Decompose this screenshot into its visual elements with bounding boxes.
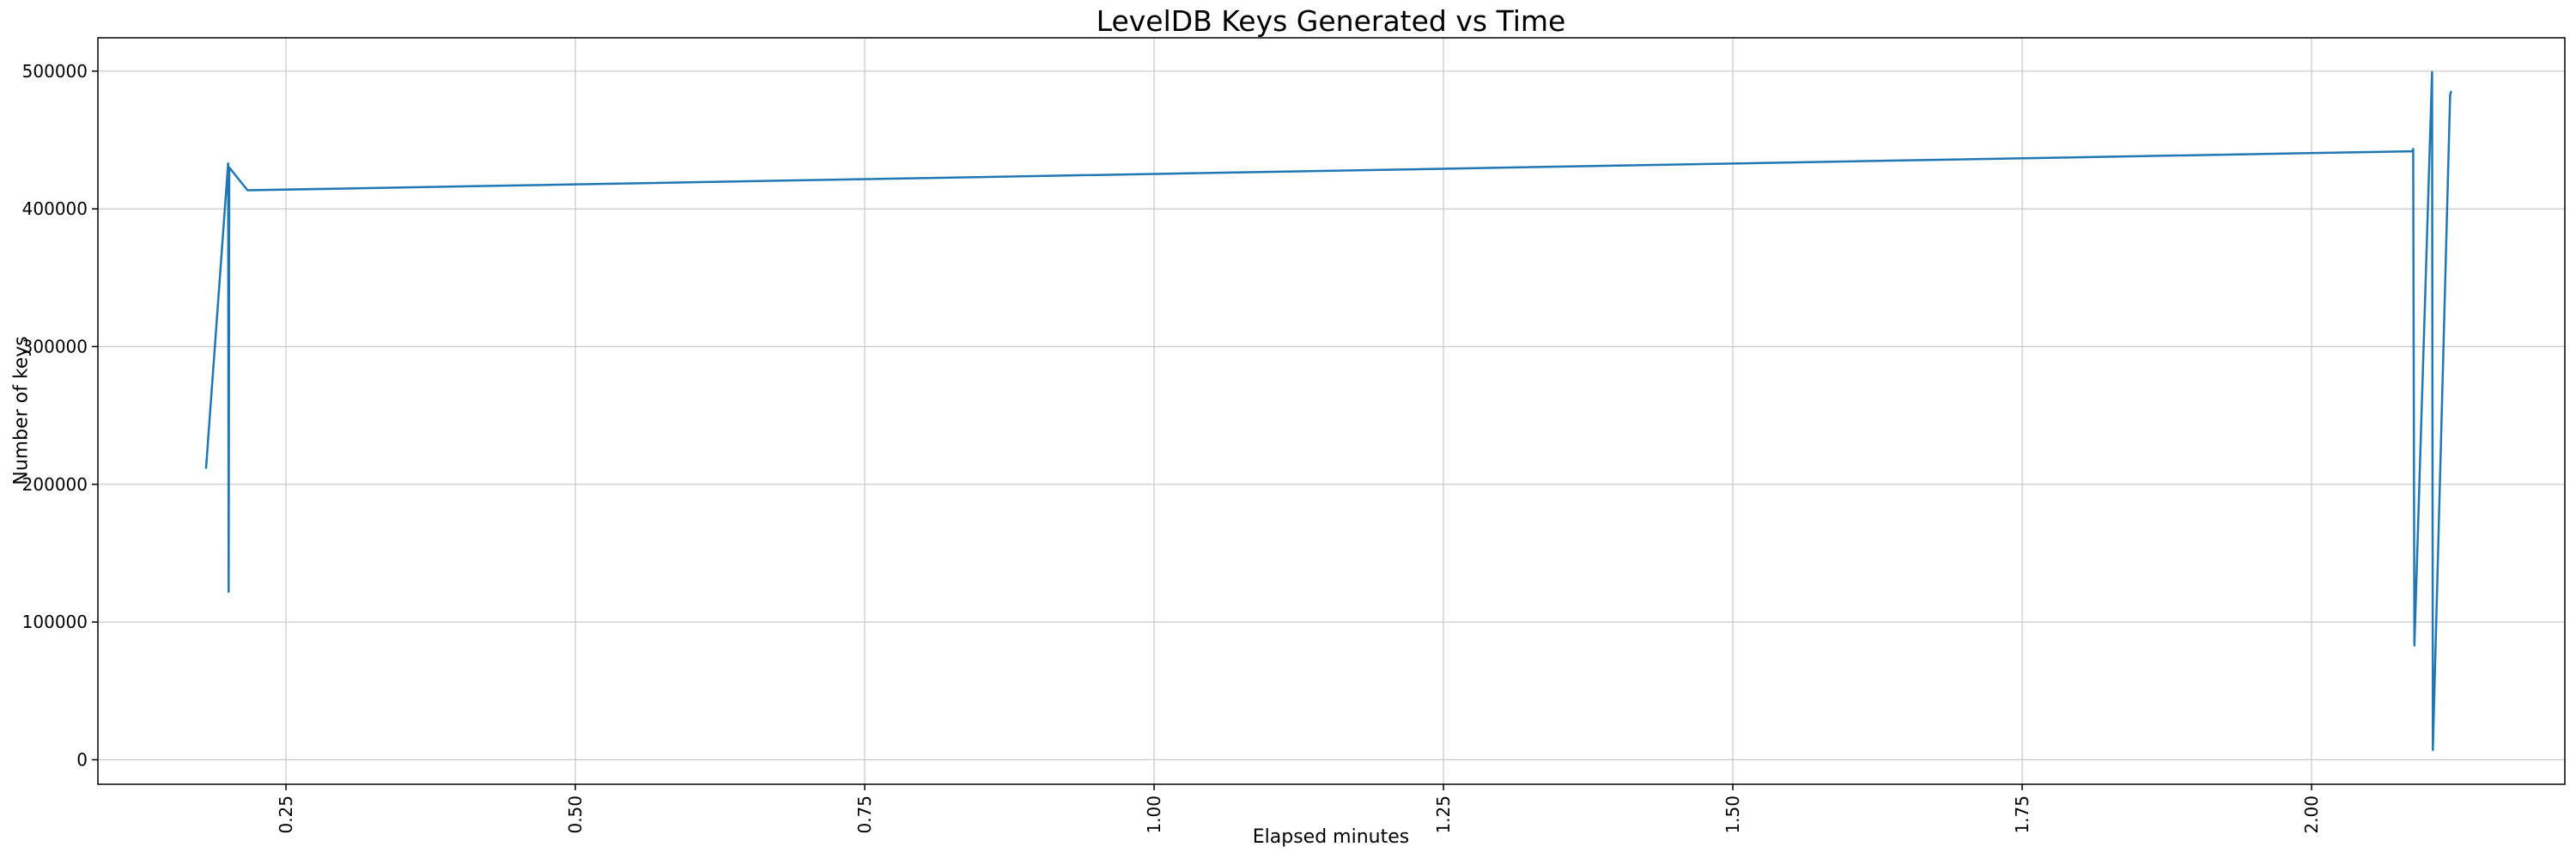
x-axis-label: Elapsed minutes [1253,826,1409,848]
x-tick-label: 1.00 [1144,795,1164,834]
y-tick-label: 200000 [22,474,88,495]
gridlines [98,38,2565,784]
series-line [204,70,2452,752]
x-tick-label: 1.50 [1722,795,1743,834]
x-tick-label: 1.75 [2012,795,2032,834]
x-tick-label: 0.75 [854,795,875,834]
x-tick-label: 0.50 [565,795,586,834]
tick-labels: 0.25 0.50 0.75 1.00 1.25 1.50 1.75 2.00 0 100000 2… [22,61,2322,834]
x-tick-label: 2.00 [2301,795,2322,834]
y-tick-label: 100000 [22,612,88,632]
chart-title: LevelDB Keys Generated vs Time [1097,4,1566,38]
y-tick-label: 0 [76,749,88,770]
y-tick-label: 300000 [22,336,88,356]
tick-marks [92,70,2312,790]
x-tick-label: 1.25 [1433,795,1454,834]
y-tick-label: 500000 [22,61,88,82]
x-tick-label: 0.25 [276,795,296,834]
plot-border [97,37,2566,785]
y-tick-label: 400000 [22,198,88,219]
y-axis-label: Number of keys [11,336,33,485]
